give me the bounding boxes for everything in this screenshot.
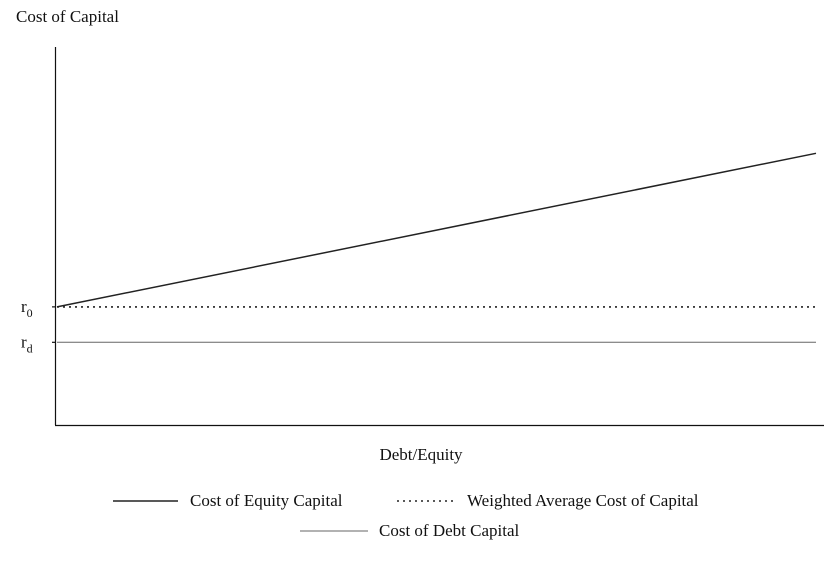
legend-label-2: Weighted Average Cost of Capital [467, 491, 699, 510]
x-axis-title: Debt/Equity [379, 445, 463, 464]
series-lines [56, 152, 817, 343]
y-ticks: r0 rd [21, 297, 56, 355]
legend: Cost of Equity Capital Weighted Average C… [113, 491, 699, 540]
y-tick-label: rd [21, 332, 33, 355]
legend-label-3: Cost of Debt Capital [379, 521, 520, 540]
y-axis-title: Cost of Capital [16, 7, 119, 26]
y-tick-label: r0 [21, 297, 33, 320]
legend-label-1: Cost of Equity Capital [190, 491, 343, 510]
series-line-1 [56, 152, 817, 308]
